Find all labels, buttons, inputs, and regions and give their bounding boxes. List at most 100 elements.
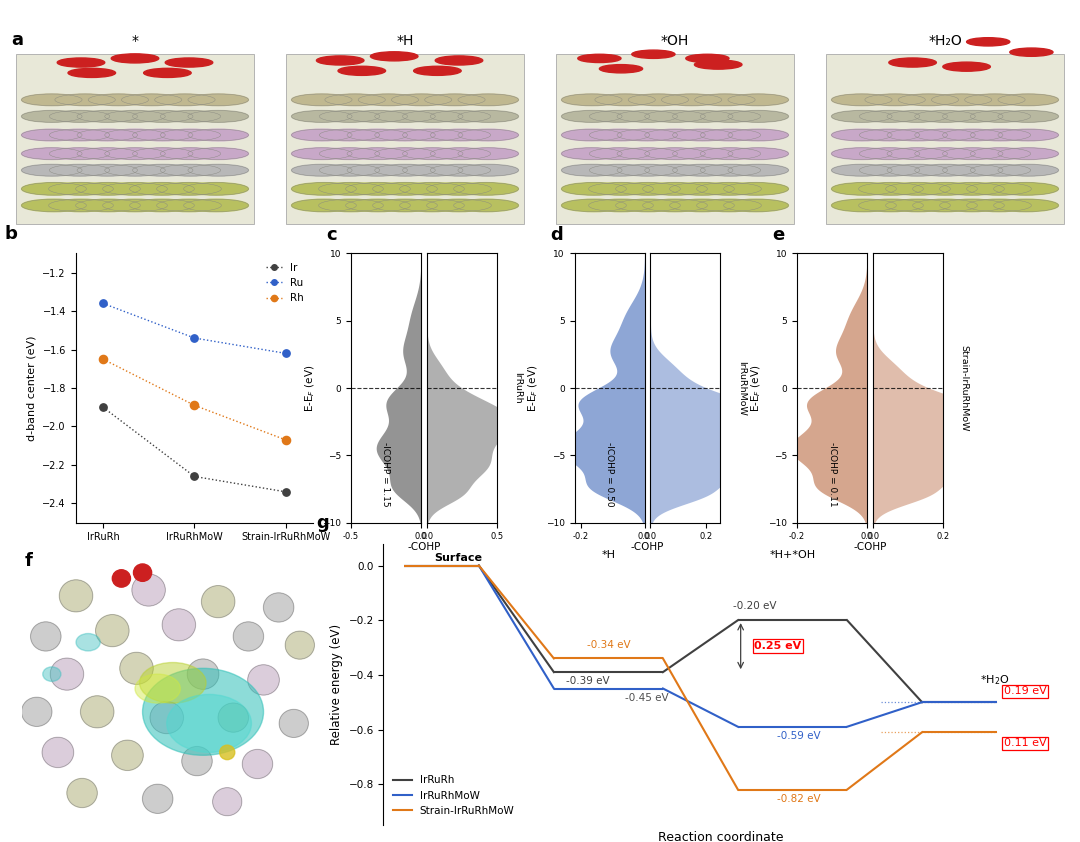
Circle shape — [964, 94, 1025, 105]
Circle shape — [643, 183, 707, 195]
Circle shape — [562, 94, 622, 105]
Circle shape — [458, 110, 518, 122]
Circle shape — [375, 110, 435, 122]
Circle shape — [629, 94, 689, 105]
Circle shape — [184, 183, 248, 195]
Circle shape — [105, 164, 165, 176]
Circle shape — [673, 110, 733, 122]
Circle shape — [292, 94, 352, 105]
Circle shape — [913, 200, 977, 211]
Text: IrRuRhMoW: IrRuRhMoW — [737, 360, 746, 415]
Circle shape — [154, 94, 215, 105]
Circle shape — [454, 183, 518, 195]
Circle shape — [133, 164, 193, 176]
Point — [278, 347, 295, 360]
Circle shape — [133, 148, 193, 159]
Text: *H+*OH: *H+*OH — [769, 550, 815, 560]
Circle shape — [403, 164, 463, 176]
Circle shape — [188, 148, 248, 159]
Point — [186, 331, 203, 344]
Circle shape — [728, 129, 788, 141]
Circle shape — [886, 183, 950, 195]
Circle shape — [22, 200, 86, 211]
Circle shape — [860, 110, 920, 122]
Circle shape — [22, 110, 82, 122]
Y-axis label: E-E$_F$ (eV): E-E$_F$ (eV) — [527, 365, 540, 412]
Circle shape — [188, 110, 248, 122]
Circle shape — [121, 94, 181, 105]
Text: -0.59 eV: -0.59 eV — [778, 731, 821, 741]
FancyBboxPatch shape — [826, 54, 1064, 224]
Circle shape — [728, 164, 788, 176]
Circle shape — [998, 164, 1058, 176]
Circle shape — [292, 110, 352, 122]
Circle shape — [111, 54, 159, 63]
Circle shape — [645, 164, 705, 176]
Circle shape — [700, 148, 760, 159]
Circle shape — [370, 51, 418, 61]
Circle shape — [915, 129, 975, 141]
Text: 0.19 eV: 0.19 eV — [1003, 686, 1047, 696]
Text: -COHP: -COHP — [407, 541, 441, 552]
Circle shape — [915, 148, 975, 159]
Text: -ICOHP = 1.15: -ICOHP = 1.15 — [381, 442, 391, 507]
Point — [94, 401, 111, 414]
Text: 0.25 eV: 0.25 eV — [754, 641, 801, 651]
Text: -0.45 eV: -0.45 eV — [624, 693, 669, 703]
Circle shape — [832, 94, 892, 105]
Circle shape — [42, 738, 73, 767]
Circle shape — [832, 183, 896, 195]
Circle shape — [130, 183, 194, 195]
Circle shape — [359, 94, 419, 105]
Circle shape — [49, 183, 113, 195]
Circle shape — [645, 110, 705, 122]
Circle shape — [589, 200, 653, 211]
Ellipse shape — [166, 695, 252, 753]
Circle shape — [616, 183, 680, 195]
Circle shape — [160, 110, 220, 122]
Circle shape — [219, 745, 234, 759]
Ellipse shape — [139, 663, 206, 703]
Circle shape — [96, 615, 129, 647]
Circle shape — [247, 665, 280, 695]
Circle shape — [218, 703, 248, 732]
Circle shape — [435, 56, 483, 65]
FancyBboxPatch shape — [556, 54, 794, 224]
Text: e: e — [772, 226, 785, 244]
Circle shape — [887, 129, 947, 141]
Circle shape — [120, 653, 153, 685]
Circle shape — [347, 110, 407, 122]
Circle shape — [133, 129, 193, 141]
Circle shape — [562, 164, 622, 176]
Circle shape — [150, 701, 184, 733]
Circle shape — [320, 129, 380, 141]
Ellipse shape — [76, 633, 100, 651]
Circle shape — [375, 164, 435, 176]
Text: -COHP: -COHP — [631, 541, 664, 552]
Text: *OH: *OH — [661, 34, 689, 48]
Circle shape — [57, 58, 105, 67]
Circle shape — [188, 94, 248, 105]
Text: *H: *H — [396, 34, 414, 48]
Circle shape — [430, 148, 490, 159]
Circle shape — [112, 570, 131, 587]
Circle shape — [77, 164, 137, 176]
Circle shape — [319, 183, 383, 195]
Circle shape — [943, 148, 1003, 159]
Circle shape — [943, 129, 1003, 141]
Circle shape — [700, 164, 760, 176]
Circle shape — [832, 164, 892, 176]
Text: *H$_2$O: *H$_2$O — [980, 674, 1010, 687]
Text: *: * — [132, 34, 138, 48]
Circle shape — [645, 148, 705, 159]
Circle shape — [50, 148, 110, 159]
Point — [94, 353, 111, 366]
Circle shape — [188, 129, 248, 141]
Circle shape — [403, 110, 463, 122]
Circle shape — [458, 148, 518, 159]
Circle shape — [51, 658, 83, 690]
Circle shape — [165, 58, 213, 67]
Circle shape — [832, 200, 896, 211]
Circle shape — [373, 183, 437, 195]
Text: d: d — [550, 226, 563, 244]
